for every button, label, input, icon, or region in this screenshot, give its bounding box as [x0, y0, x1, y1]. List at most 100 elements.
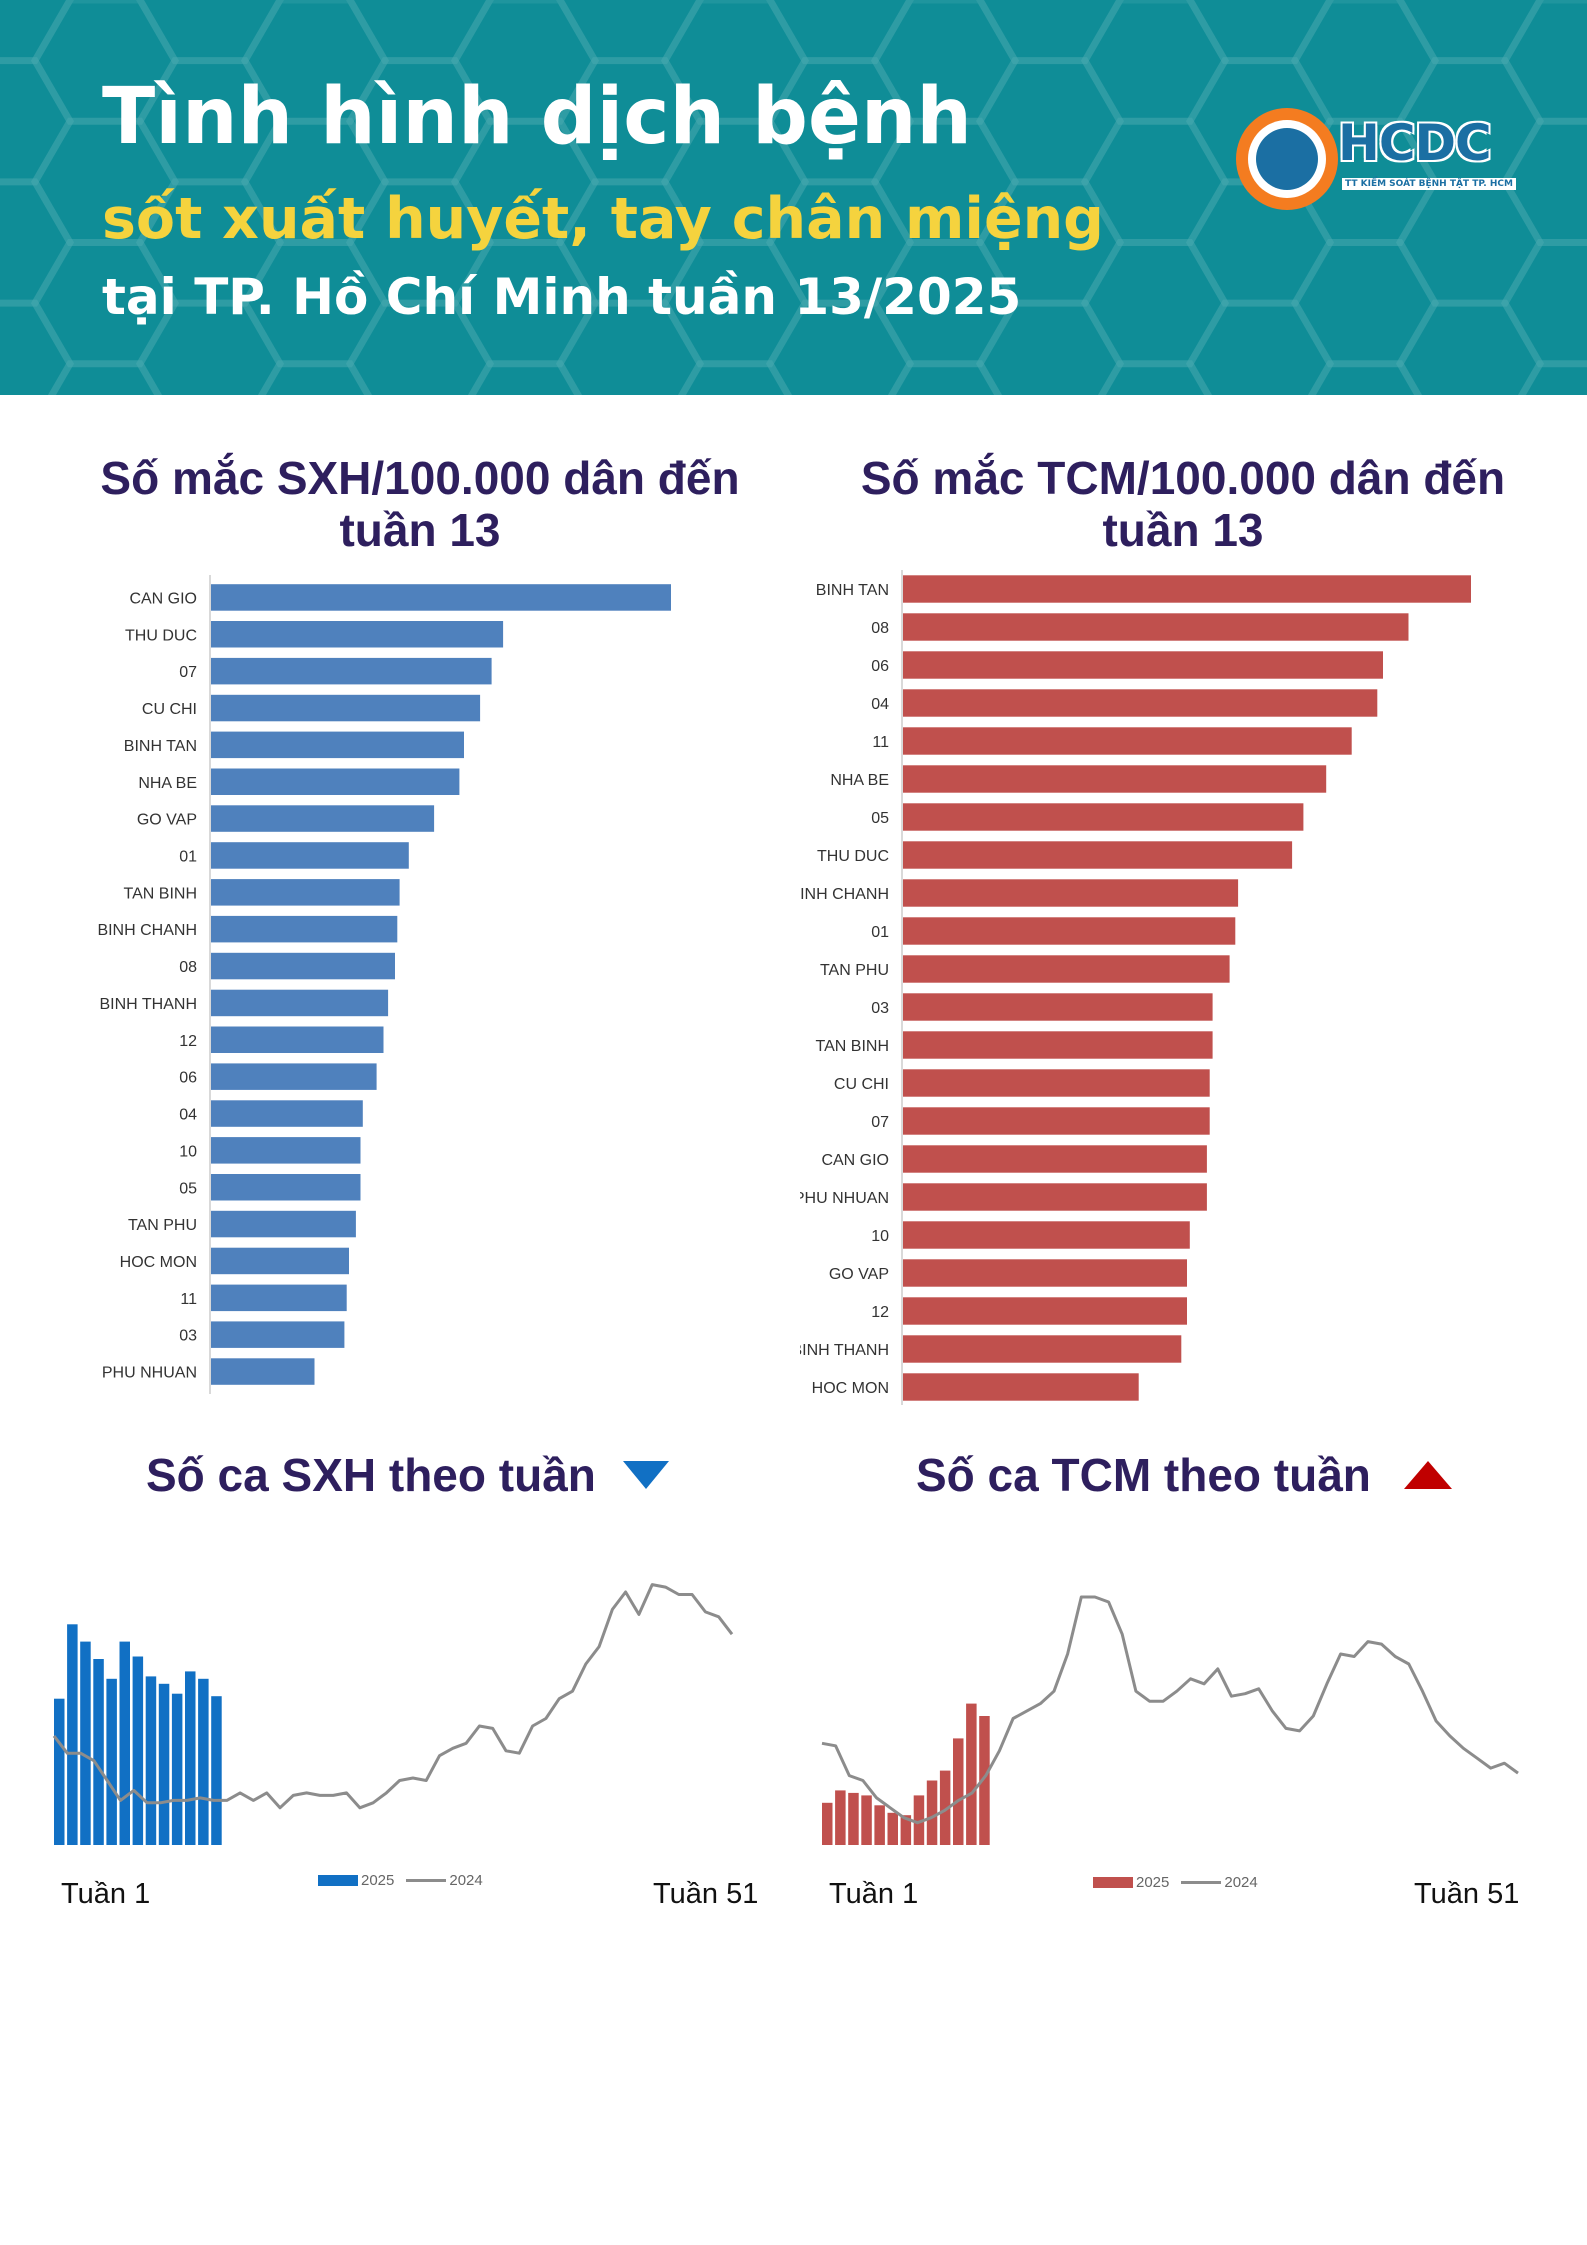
bar	[67, 1624, 78, 1845]
bar	[848, 1792, 859, 1845]
category-label: 12	[871, 1304, 889, 1321]
bar	[211, 1321, 345, 1348]
legend-swatch-2024	[406, 1879, 447, 1882]
pattern-hexagon	[975, 299, 1125, 395]
pattern-hexagon	[975, 178, 1125, 307]
bar	[93, 1659, 104, 1845]
pattern-hexagon	[345, 178, 495, 307]
trend-up-icon	[1404, 1461, 1452, 1489]
pattern-hexagon	[1097, 360, 1213, 395]
category-label: 11	[180, 1291, 197, 1308]
bar	[171, 1693, 183, 1845]
pattern-hexagon	[1395, 299, 1545, 395]
pattern-hexagon	[0, 57, 75, 186]
pattern-hexagon	[555, 57, 705, 186]
bar	[887, 1812, 898, 1845]
pattern-hexagon	[660, 239, 810, 368]
sxh-weekly-chart	[52, 1583, 734, 1845]
tcm-legend: 2025 2024	[1093, 1874, 1258, 1891]
bar	[903, 1259, 1187, 1287]
category-label: 07	[871, 1114, 889, 1131]
hexagon-pattern-background	[0, 0, 1587, 395]
pattern-hexagon	[0, 178, 75, 307]
category-label: PHU NHUAN	[800, 1190, 889, 1207]
category-label: THU DUC	[817, 848, 889, 865]
sxh-x-end-label: Tuần 51	[653, 1878, 759, 1910]
pattern-hexagon	[555, 178, 705, 307]
bar	[903, 1145, 1207, 1173]
bar	[979, 1716, 990, 1845]
category-label: CAN GIO	[821, 1152, 889, 1169]
category-label: THU DUC	[125, 627, 197, 644]
bar	[835, 1790, 846, 1845]
bar	[966, 1703, 977, 1845]
bar	[903, 727, 1352, 755]
pattern-hexagon	[765, 178, 915, 307]
bar	[198, 1678, 209, 1845]
bar	[80, 1641, 91, 1845]
pattern-hexagon	[47, 360, 163, 395]
category-label: 07	[179, 664, 197, 681]
category-label: 11	[872, 734, 889, 751]
bar	[903, 1069, 1210, 1097]
legend-swatch-2024	[1181, 1881, 1222, 1884]
bar	[926, 1780, 938, 1845]
category-label: 04	[871, 696, 889, 713]
bar	[158, 1683, 170, 1845]
pattern-hexagon	[257, 360, 373, 395]
bar	[903, 917, 1236, 945]
bar	[211, 989, 389, 1017]
bar	[903, 1183, 1207, 1211]
pattern-hexagon	[1185, 0, 1335, 65]
bar	[145, 1676, 157, 1845]
bar	[903, 575, 1471, 603]
pattern-hexagon	[1500, 117, 1587, 246]
bar	[903, 1297, 1187, 1325]
category-label: NHA BE	[138, 775, 197, 792]
category-label: GO VAP	[137, 812, 197, 829]
pattern-hexagon	[1080, 0, 1230, 125]
category-label: HOC MON	[812, 1380, 889, 1397]
category-label: TAN BINH	[124, 885, 197, 902]
bar	[211, 842, 409, 869]
pattern-hexagon	[135, 57, 285, 186]
tcm-x-end-label: Tuần 51	[1414, 1878, 1520, 1910]
bar	[211, 731, 464, 759]
pattern-hexagon	[0, 0, 75, 65]
bar	[903, 1373, 1139, 1401]
category-label: BINH TAN	[124, 738, 197, 755]
sxh-weekly-title: Số ca SXH theo tuần	[146, 1448, 669, 1504]
bar	[903, 993, 1213, 1021]
pattern-hexagon	[975, 0, 1125, 65]
pattern-hexagon	[677, 360, 793, 395]
category-label: TAN PHU	[128, 1217, 197, 1234]
bar	[903, 803, 1304, 831]
pattern-hexagon	[1290, 0, 1440, 125]
bar	[953, 1738, 964, 1845]
bar	[861, 1795, 872, 1845]
category-label: 05	[179, 1180, 197, 1197]
bar	[903, 1335, 1182, 1363]
pattern-hexagon	[345, 299, 495, 395]
pattern-hexagon	[660, 0, 810, 125]
tcm-rate-bar-chart: BINH TAN 08 06 04 11 NHA BE 05 THU DUC BINH CHAN…	[800, 570, 1471, 1405]
bar	[903, 613, 1409, 641]
pattern-hexagon	[1307, 360, 1423, 395]
bar	[939, 1770, 951, 1845]
pattern-hexagon	[975, 57, 1125, 186]
pattern-hexagon	[450, 117, 600, 246]
bar	[211, 1063, 377, 1090]
bar	[903, 841, 1293, 869]
category-label: 08	[179, 959, 197, 976]
tcm-weekly-chart	[821, 1595, 1519, 1845]
pattern-hexagon	[765, 57, 915, 186]
category-label: 03	[871, 1000, 889, 1017]
legend-swatch-2025	[318, 1875, 358, 1886]
bar	[900, 1815, 912, 1845]
hcdc-logo: HCDC TT KIỂM SOÁT BỆNH TẬT TP. HCM	[1226, 100, 1516, 220]
category-label: 06	[871, 658, 889, 675]
bar	[185, 1671, 196, 1845]
category-label: BINH THANH	[800, 1342, 889, 1359]
bar	[211, 1210, 356, 1238]
category-label: BINH THANH	[100, 996, 198, 1013]
